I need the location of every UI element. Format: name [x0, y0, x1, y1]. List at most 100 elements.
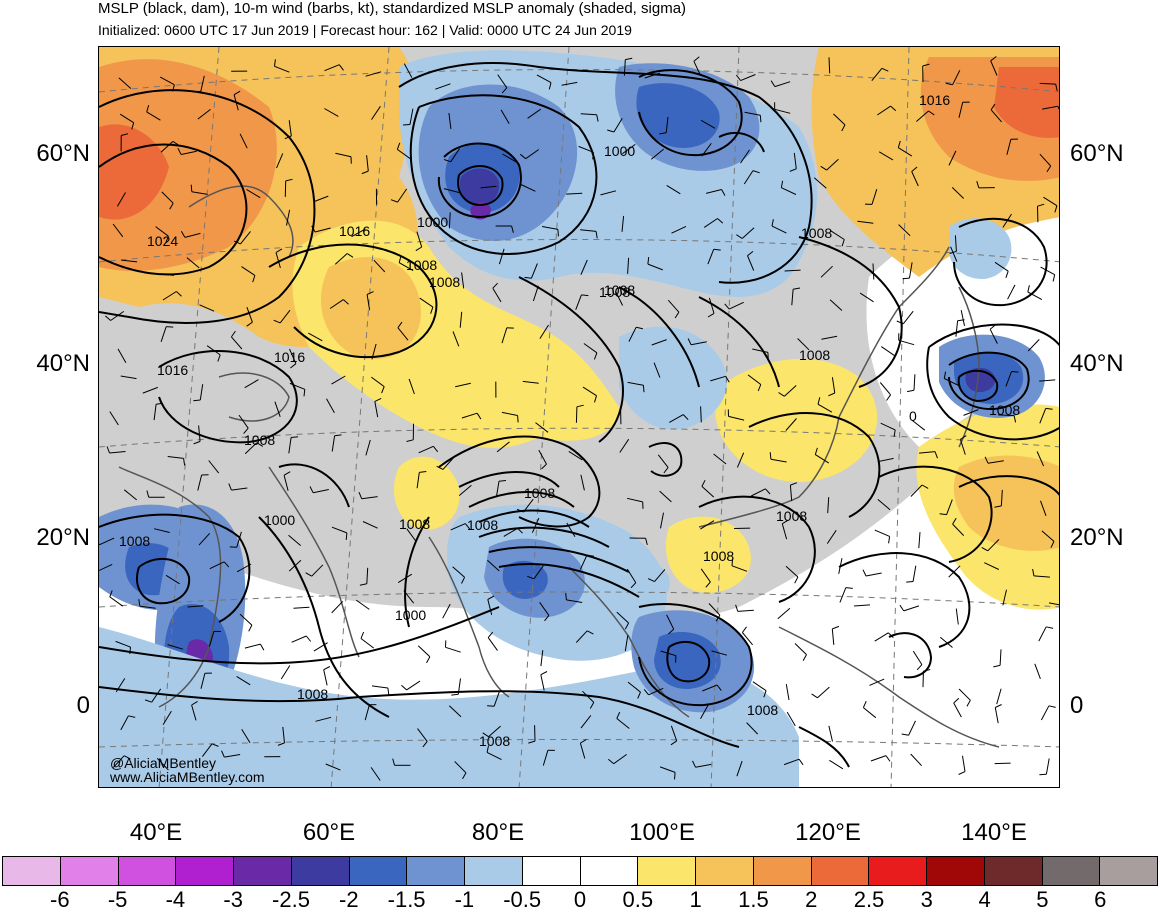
- wind-barb-tick: [415, 246, 422, 252]
- wind-barb: [397, 327, 409, 341]
- wind-barb-tick: [616, 711, 621, 719]
- wind-barb: [165, 574, 180, 585]
- colorbar-swatch: [3, 857, 61, 885]
- wind-barb-tick: [482, 732, 489, 738]
- wind-barb: [197, 474, 203, 491]
- wind-barb: [1036, 451, 1045, 467]
- wind-barb: [994, 762, 1011, 765]
- wind-barb: [752, 348, 769, 353]
- wind-barb: [665, 116, 669, 133]
- wind-barb-tick: [731, 558, 734, 566]
- wind-barb-tick: [527, 575, 535, 580]
- wind-barb-tick: [625, 57, 633, 61]
- wind-barb: [542, 226, 558, 230]
- wind-barb-tick: [285, 178, 293, 182]
- colorbar-swatch: [291, 857, 350, 885]
- anomaly-positive-india-north: [394, 456, 460, 530]
- wind-barb: [397, 148, 411, 160]
- wind-barb: [623, 59, 626, 76]
- wind-barb: [870, 755, 887, 762]
- wind-barb: [374, 401, 379, 418]
- wind-barb: [660, 650, 677, 657]
- wind-barb: [120, 715, 129, 731]
- wind-barb-tick: [916, 664, 923, 671]
- wind-barb-tick: [290, 363, 297, 369]
- wind-barb: [700, 568, 711, 583]
- wind-barb: [693, 61, 702, 77]
- wind-barb: [913, 374, 916, 391]
- wind-barb-tick: [782, 519, 789, 525]
- wind-barb: [356, 599, 370, 610]
- wind-barb-tick: [128, 715, 136, 718]
- wind-barb: [397, 188, 408, 203]
- wind-barb-tick: [430, 306, 434, 314]
- wind-barb-tick: [544, 615, 550, 622]
- wind-barb: [200, 75, 205, 92]
- wind-barb-tick: [960, 435, 967, 440]
- wind-barb: [109, 411, 119, 426]
- wind-barb: [155, 226, 169, 237]
- colorbar-label: -2: [339, 887, 359, 912]
- anomaly-negative-mongolia: [619, 326, 728, 430]
- wind-barb-tick: [275, 248, 283, 253]
- wind-barb: [909, 262, 913, 279]
- wind-barb: [707, 249, 715, 265]
- wind-barb-tick: [524, 276, 532, 279]
- wind-barb: [746, 722, 759, 735]
- wind-barb-tick: [682, 414, 689, 421]
- wind-barb: [288, 120, 292, 137]
- wind-barb: [984, 562, 1000, 570]
- wind-barb-tick: [692, 760, 696, 768]
- wind-barb-tick: [343, 299, 349, 305]
- wind-barb-tick: [422, 741, 428, 748]
- wind-barb: [99, 563, 113, 572]
- wind-barb: [987, 460, 1004, 464]
- wind-barb: [231, 487, 248, 491]
- wind-barb: [1039, 153, 1052, 167]
- wind-barb: [657, 454, 669, 468]
- wind-barb-tick: [274, 59, 276, 67]
- wind-barb: [200, 673, 206, 689]
- wind-barb: [950, 246, 958, 262]
- isobar-label: 1008: [399, 516, 430, 532]
- wind-barb: [435, 83, 451, 90]
- wind-barb-tick: [952, 517, 957, 525]
- wind-barb: [289, 348, 297, 364]
- wind-barb: [331, 526, 348, 534]
- wind-barb-tick: [907, 389, 915, 393]
- wind-barb: [774, 81, 791, 88]
- anomaly-positive-south-china: [665, 516, 751, 593]
- wind-barb: [959, 439, 966, 455]
- wind-barb: [774, 108, 791, 114]
- wind-barb: [208, 631, 215, 647]
- map-title: MSLP (black, dam), 10-m wind (barbs, kt)…: [98, 0, 687, 17]
- wind-barb: [118, 77, 132, 89]
- wind-barb-tick: [943, 371, 947, 379]
- wind-barb: [826, 158, 839, 171]
- wind-barb-tick: [191, 700, 198, 706]
- wind-barb: [568, 450, 583, 461]
- wind-barb-tick: [701, 479, 706, 487]
- wind-barb-tick: [390, 199, 398, 203]
- wind-barb-tick: [176, 291, 182, 297]
- wind-barb: [736, 452, 745, 468]
- wind-barb: [313, 195, 329, 203]
- wind-barb: [702, 684, 718, 692]
- wind-barb: [406, 680, 421, 691]
- wind-barb: [403, 590, 415, 604]
- wind-barb: [919, 451, 936, 454]
- wind-barb-tick: [172, 84, 175, 92]
- wind-barb: [671, 225, 687, 234]
- wind-barb-tick: [724, 303, 730, 310]
- wind-barb: [373, 259, 386, 273]
- wind-barb: [958, 102, 964, 118]
- wind-barb: [877, 457, 894, 463]
- wind-barb: [960, 310, 965, 327]
- wind-barb: [747, 374, 762, 385]
- wind-barb-tick: [541, 463, 547, 470]
- wind-barb-tick: [596, 114, 599, 122]
- wind-barb-tick: [635, 326, 644, 330]
- anomaly-positive-europe-peak: [99, 124, 169, 220]
- wind-barb: [903, 605, 920, 612]
- wind-barb-tick: [123, 755, 131, 760]
